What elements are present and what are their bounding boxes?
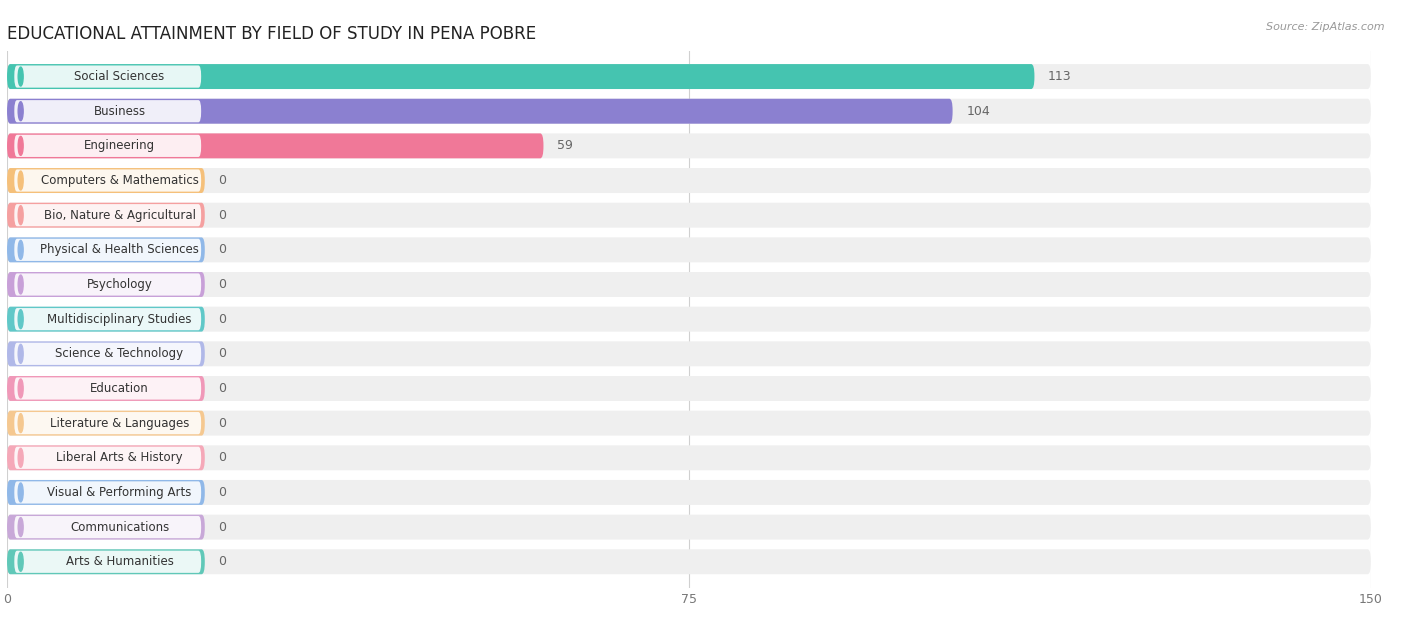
FancyBboxPatch shape [7, 168, 205, 193]
Text: 113: 113 [1047, 70, 1071, 83]
Text: 0: 0 [218, 416, 226, 430]
FancyBboxPatch shape [7, 446, 205, 470]
Circle shape [18, 414, 22, 433]
FancyBboxPatch shape [7, 133, 1371, 159]
FancyBboxPatch shape [7, 133, 544, 159]
FancyBboxPatch shape [7, 99, 953, 124]
Text: 0: 0 [218, 278, 226, 291]
Circle shape [18, 448, 22, 467]
Circle shape [18, 552, 22, 571]
Circle shape [18, 310, 22, 329]
FancyBboxPatch shape [7, 238, 1371, 262]
Circle shape [18, 205, 22, 224]
FancyBboxPatch shape [7, 341, 1371, 367]
FancyBboxPatch shape [7, 272, 1371, 297]
FancyBboxPatch shape [14, 516, 201, 538]
FancyBboxPatch shape [7, 480, 205, 505]
FancyBboxPatch shape [14, 204, 201, 226]
FancyBboxPatch shape [14, 274, 201, 296]
Text: 104: 104 [966, 105, 990, 118]
FancyBboxPatch shape [14, 343, 201, 365]
FancyBboxPatch shape [14, 239, 201, 261]
Circle shape [18, 137, 22, 155]
Text: Communications: Communications [70, 521, 169, 533]
Text: EDUCATIONAL ATTAINMENT BY FIELD OF STUDY IN PENA POBRE: EDUCATIONAL ATTAINMENT BY FIELD OF STUDY… [7, 25, 536, 44]
FancyBboxPatch shape [7, 203, 1371, 228]
Circle shape [18, 240, 22, 259]
FancyBboxPatch shape [14, 66, 201, 88]
FancyBboxPatch shape [7, 307, 1371, 332]
FancyBboxPatch shape [7, 99, 1371, 124]
FancyBboxPatch shape [14, 308, 201, 331]
Text: Business: Business [93, 105, 146, 118]
Text: 0: 0 [218, 348, 226, 360]
FancyBboxPatch shape [7, 64, 1371, 89]
Circle shape [18, 67, 22, 86]
Circle shape [18, 483, 22, 502]
Text: Science & Technology: Science & Technology [55, 348, 184, 360]
Text: Bio, Nature & Agricultural: Bio, Nature & Agricultural [44, 209, 195, 222]
Text: 59: 59 [557, 140, 574, 152]
Text: Engineering: Engineering [84, 140, 155, 152]
Text: Psychology: Psychology [87, 278, 152, 291]
FancyBboxPatch shape [7, 341, 205, 367]
Circle shape [18, 171, 22, 190]
FancyBboxPatch shape [7, 238, 205, 262]
Circle shape [18, 379, 22, 398]
FancyBboxPatch shape [7, 376, 205, 401]
FancyBboxPatch shape [7, 203, 205, 228]
Text: Literature & Languages: Literature & Languages [49, 416, 190, 430]
Text: 0: 0 [218, 243, 226, 257]
FancyBboxPatch shape [14, 447, 201, 469]
Text: Social Sciences: Social Sciences [75, 70, 165, 83]
Text: 0: 0 [218, 556, 226, 568]
Text: Source: ZipAtlas.com: Source: ZipAtlas.com [1267, 22, 1385, 32]
FancyBboxPatch shape [14, 550, 201, 573]
FancyBboxPatch shape [7, 168, 1371, 193]
Text: Computers & Mathematics: Computers & Mathematics [41, 174, 198, 187]
Circle shape [18, 518, 22, 537]
FancyBboxPatch shape [7, 549, 205, 574]
Text: Visual & Performing Arts: Visual & Performing Arts [48, 486, 191, 499]
Text: 0: 0 [218, 209, 226, 222]
Text: 0: 0 [218, 451, 226, 465]
FancyBboxPatch shape [7, 307, 205, 332]
FancyBboxPatch shape [7, 64, 1035, 89]
FancyBboxPatch shape [7, 514, 1371, 540]
Text: 0: 0 [218, 313, 226, 325]
FancyBboxPatch shape [14, 412, 201, 434]
Circle shape [18, 102, 22, 121]
Text: 0: 0 [218, 486, 226, 499]
FancyBboxPatch shape [7, 480, 1371, 505]
FancyBboxPatch shape [7, 446, 1371, 470]
Circle shape [18, 344, 22, 363]
FancyBboxPatch shape [14, 135, 201, 157]
FancyBboxPatch shape [7, 272, 205, 297]
Text: 0: 0 [218, 174, 226, 187]
Text: 0: 0 [218, 521, 226, 533]
FancyBboxPatch shape [14, 377, 201, 399]
FancyBboxPatch shape [7, 411, 1371, 435]
Circle shape [18, 275, 22, 294]
Text: Liberal Arts & History: Liberal Arts & History [56, 451, 183, 465]
Text: Multidisciplinary Studies: Multidisciplinary Studies [48, 313, 191, 325]
FancyBboxPatch shape [14, 169, 201, 191]
FancyBboxPatch shape [7, 411, 205, 435]
Text: 0: 0 [218, 382, 226, 395]
Text: Education: Education [90, 382, 149, 395]
FancyBboxPatch shape [14, 100, 201, 123]
Text: Arts & Humanities: Arts & Humanities [66, 556, 173, 568]
FancyBboxPatch shape [7, 376, 1371, 401]
FancyBboxPatch shape [7, 549, 1371, 574]
FancyBboxPatch shape [7, 514, 205, 540]
Text: Physical & Health Sciences: Physical & Health Sciences [41, 243, 200, 257]
FancyBboxPatch shape [14, 482, 201, 504]
